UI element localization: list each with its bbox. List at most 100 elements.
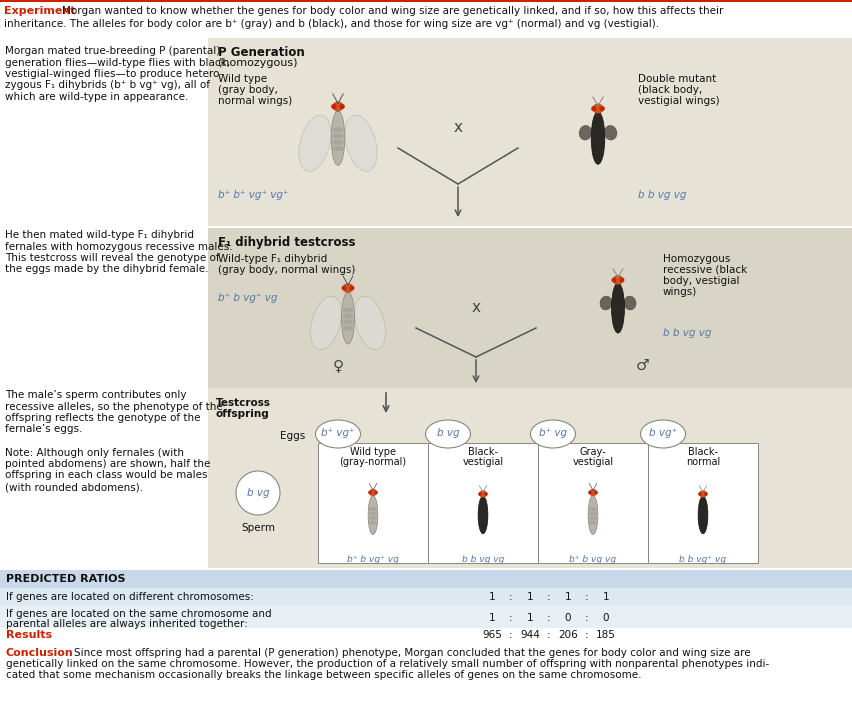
- Circle shape: [374, 491, 378, 494]
- Ellipse shape: [579, 125, 592, 140]
- Ellipse shape: [332, 146, 343, 151]
- Ellipse shape: [369, 516, 377, 520]
- Ellipse shape: [589, 512, 597, 515]
- Text: Note: Although only fernales (with: Note: Although only fernales (with: [5, 448, 184, 458]
- Ellipse shape: [343, 319, 354, 324]
- Text: Wild type: Wild type: [218, 74, 268, 84]
- Ellipse shape: [699, 491, 707, 498]
- Text: :: :: [547, 592, 550, 602]
- Text: :: :: [547, 630, 550, 640]
- Text: :: :: [509, 592, 513, 602]
- Circle shape: [331, 104, 337, 109]
- Text: normal: normal: [686, 457, 720, 467]
- Ellipse shape: [479, 491, 486, 498]
- Text: zygous F₁ dihybrids (b⁺ b vg⁺ vg), all of: zygous F₁ dihybrids (b⁺ b vg⁺ vg), all o…: [5, 81, 210, 91]
- Text: b⁺ vg⁺: b⁺ vg⁺: [321, 428, 354, 438]
- Ellipse shape: [354, 296, 385, 350]
- Ellipse shape: [378, 498, 401, 539]
- Text: Testcross: Testcross: [216, 398, 271, 408]
- Circle shape: [612, 277, 617, 282]
- Text: Wild-type F₁ dihybrid: Wild-type F₁ dihybrid: [218, 254, 327, 264]
- Ellipse shape: [588, 496, 598, 535]
- Circle shape: [619, 277, 625, 282]
- Text: the eggs made by the dihybrid female.: the eggs made by the dihybrid female.: [5, 265, 209, 275]
- Text: (gray-normal): (gray-normal): [339, 457, 406, 467]
- Text: vestigial wings): vestigial wings): [638, 96, 720, 106]
- Ellipse shape: [624, 296, 636, 310]
- Text: ♂: ♂: [636, 358, 650, 373]
- Bar: [538, 443, 648, 563]
- Text: The male’s sperm contributes only: The male’s sperm contributes only: [5, 390, 187, 400]
- Ellipse shape: [332, 127, 343, 132]
- Text: b⁺ b vg⁺ vg: b⁺ b vg⁺ vg: [218, 293, 278, 303]
- Text: If genes are located on different chromosomes:: If genes are located on different chromo…: [6, 592, 254, 602]
- Text: pointed abdomens) are shown, half the: pointed abdomens) are shown, half the: [5, 459, 210, 469]
- Ellipse shape: [331, 111, 345, 165]
- Circle shape: [236, 471, 280, 515]
- Text: fernale’s eggs.: fernale’s eggs.: [5, 424, 83, 434]
- Text: F₁ dihybrid testcross: F₁ dihybrid testcross: [218, 236, 355, 249]
- Ellipse shape: [591, 112, 605, 164]
- Text: (gray body,: (gray body,: [218, 85, 278, 95]
- Circle shape: [484, 492, 488, 496]
- Ellipse shape: [345, 498, 368, 539]
- Ellipse shape: [345, 115, 377, 171]
- Text: :: :: [585, 630, 589, 640]
- Text: 206: 206: [558, 630, 578, 640]
- Bar: [0, 646, 852, 706]
- Bar: [0, 628, 852, 644]
- Ellipse shape: [612, 283, 625, 333]
- Text: parental alleles are always inherited together:: parental alleles are always inherited to…: [6, 619, 248, 629]
- Text: offspring in each class would be males: offspring in each class would be males: [5, 471, 208, 481]
- Ellipse shape: [531, 420, 575, 448]
- Text: x: x: [471, 300, 481, 315]
- Bar: [0, 38, 208, 603]
- Text: b vg: b vg: [247, 488, 269, 498]
- Text: Homozygous: Homozygous: [663, 254, 730, 264]
- Text: Since most offspring had a parental (P generation) phenotype, Morgan concluded t: Since most offspring had a parental (P g…: [74, 648, 751, 658]
- Text: Eggs: Eggs: [280, 431, 305, 441]
- Ellipse shape: [469, 506, 479, 516]
- Text: b b vg vg: b b vg vg: [638, 190, 687, 200]
- Text: b b vg vg: b b vg vg: [663, 328, 711, 338]
- Text: (homozygous): (homozygous): [218, 58, 297, 68]
- Ellipse shape: [604, 125, 617, 140]
- Text: :: :: [509, 630, 513, 640]
- Text: (with rounded abdomens).: (with rounded abdomens).: [5, 482, 143, 492]
- Ellipse shape: [613, 275, 623, 284]
- Text: 0: 0: [602, 613, 609, 623]
- Circle shape: [600, 106, 605, 111]
- Text: genetically linked on the same chromosome. However, the production of a relative: genetically linked on the same chromosom…: [6, 659, 769, 669]
- Text: vestigial-winged flies—to produce hetero-: vestigial-winged flies—to produce hetero…: [5, 69, 223, 79]
- Circle shape: [591, 106, 596, 111]
- Text: b b vg vg: b b vg vg: [462, 555, 504, 564]
- Circle shape: [349, 285, 354, 290]
- Text: x: x: [453, 120, 463, 135]
- Text: 944: 944: [520, 630, 540, 640]
- Ellipse shape: [333, 102, 343, 111]
- Text: Experiment: Experiment: [4, 6, 76, 16]
- Text: Gray-: Gray-: [579, 447, 607, 457]
- Text: (gray body, normal wings): (gray body, normal wings): [218, 265, 355, 275]
- Circle shape: [342, 285, 347, 290]
- Text: He then mated wild-type F₁ dihybrid: He then mated wild-type F₁ dihybrid: [5, 230, 194, 240]
- Bar: [208, 388, 852, 568]
- Text: which are wild-type in appearance.: which are wild-type in appearance.: [5, 92, 188, 102]
- Text: :: :: [585, 592, 589, 602]
- Bar: [208, 38, 852, 226]
- Text: b⁺ b vg⁺ vg: b⁺ b vg⁺ vg: [347, 555, 399, 564]
- Text: cated that some mechanism occasionally breaks the linkage between specific allel: cated that some mechanism occasionally b…: [6, 670, 642, 680]
- Text: recessive (black: recessive (black: [663, 265, 747, 275]
- Text: vestigial: vestigial: [573, 457, 613, 467]
- Text: ♀: ♀: [332, 358, 343, 373]
- Ellipse shape: [332, 140, 343, 145]
- Text: generation flies—wild-type flies with black,: generation flies—wild-type flies with bl…: [5, 58, 230, 68]
- Text: Morgan wanted to know whether the genes for body color and wing size are genetic: Morgan wanted to know whether the genes …: [62, 6, 723, 16]
- Ellipse shape: [368, 496, 378, 535]
- Ellipse shape: [343, 326, 354, 331]
- Ellipse shape: [369, 489, 377, 496]
- Text: normal wings): normal wings): [218, 96, 292, 106]
- Text: b⁺ b⁺ vg⁺ vg⁺: b⁺ b⁺ vg⁺ vg⁺: [218, 190, 289, 200]
- Text: :: :: [585, 613, 589, 623]
- Ellipse shape: [311, 296, 342, 350]
